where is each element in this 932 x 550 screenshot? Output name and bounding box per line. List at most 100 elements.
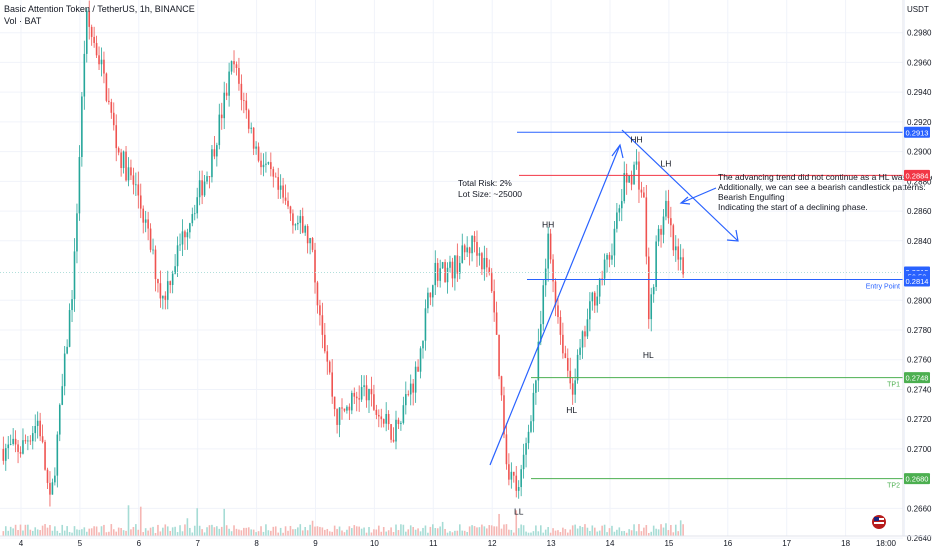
- candle-body: [355, 396, 358, 399]
- candle-body: [115, 125, 118, 149]
- volume-bar: [660, 524, 662, 536]
- candle-body: [508, 464, 510, 480]
- candle-body: [272, 169, 275, 177]
- flag-icon[interactable]: [872, 515, 886, 529]
- analysis-note-line2: Additionally, we can see a bearish candl…: [718, 182, 926, 192]
- candle-body: [405, 394, 407, 406]
- candle-body: [434, 262, 437, 286]
- analysis-note-line4: Indicating the start of a declining phas…: [718, 202, 868, 212]
- volume-bar: [122, 530, 125, 536]
- volume-bar: [483, 526, 486, 536]
- volume-bar: [395, 524, 397, 536]
- candle-body: [493, 291, 495, 313]
- volume-bar: [39, 530, 41, 536]
- candle-body: [660, 228, 662, 235]
- candle-body: [147, 219, 149, 229]
- volume-bar: [223, 508, 226, 536]
- candle-body: [667, 200, 670, 219]
- candle-body: [76, 213, 78, 252]
- candle-body: [353, 392, 356, 397]
- price-tick-label: 0.2920: [907, 118, 932, 127]
- volume-bar: [282, 532, 284, 536]
- price-tick-label: 0.2900: [907, 148, 932, 157]
- volume-bar: [311, 520, 314, 536]
- swing-labels: LL HH HL HH LH HL: [514, 135, 671, 517]
- trend-drawings[interactable]: [489, 129, 739, 466]
- horizontal-levels[interactable]: Entry Point TP1 TP2: [0, 131, 903, 490]
- time-tick-label: 18: [841, 539, 850, 548]
- volume-bar: [29, 529, 32, 536]
- volume-bar: [380, 531, 383, 536]
- candle-body: [238, 67, 240, 84]
- volume-bar: [530, 532, 532, 536]
- price-axis[interactable]: 0.29800.29600.29400.29200.29000.28800.28…: [907, 29, 932, 543]
- volume-bar: [319, 526, 321, 536]
- volume-bar: [31, 530, 34, 536]
- candle-body: [230, 61, 233, 72]
- candle-body: [7, 444, 10, 449]
- price-tick-label: 0.2720: [907, 415, 932, 424]
- candle-body: [132, 175, 135, 185]
- candle-body: [68, 310, 71, 347]
- volume-bar: [385, 531, 387, 536]
- volume-bar: [260, 526, 262, 536]
- volume-bar: [363, 527, 365, 536]
- candle-body: [539, 324, 542, 342]
- candle-body: [316, 282, 319, 306]
- volume-bar: [98, 532, 100, 536]
- candle-body: [297, 222, 299, 225]
- candle-body: [363, 385, 365, 388]
- candle-body: [473, 235, 476, 242]
- time-axis[interactable]: 4 5 6 7 8 9 10 11 12 13 14 15 16 17 18 18:00: [19, 539, 897, 548]
- volume-bar: [630, 530, 633, 536]
- volume-bar: [184, 524, 186, 536]
- candle-body: [19, 451, 22, 454]
- candle-body: [591, 292, 594, 302]
- volume-bar: [68, 532, 71, 536]
- candle-body: [593, 292, 596, 306]
- candle-body: [157, 279, 159, 284]
- candle-body: [515, 475, 518, 491]
- volume-bar: [348, 526, 351, 536]
- candle-body: [93, 36, 95, 43]
- candle-body: [179, 244, 181, 246]
- time-tick-label: 5: [78, 539, 83, 548]
- candle-body: [535, 380, 537, 393]
- volume-bar: [17, 530, 19, 536]
- volume-bar: [665, 523, 667, 536]
- candle-body: [186, 232, 189, 238]
- candle-body: [532, 392, 535, 422]
- candle-body: [235, 64, 238, 68]
- candle-body: [503, 395, 505, 435]
- volume-bar: [525, 531, 527, 536]
- volume-bar: [66, 526, 68, 536]
- candle-body: [83, 53, 86, 97]
- price-tick-label: 0.2660: [907, 504, 932, 513]
- volume-bar: [112, 529, 115, 536]
- time-tick-label: 4: [19, 539, 24, 548]
- candle-body: [4, 448, 7, 461]
- volume-bar: [360, 528, 363, 536]
- volume-bar: [576, 528, 579, 536]
- volume-bar: [309, 524, 311, 536]
- volume-bar: [579, 525, 581, 536]
- volume-bar: [429, 526, 432, 536]
- price-badge-label: 0.2884: [906, 171, 929, 180]
- candle-body: [481, 253, 483, 270]
- candle-body: [338, 407, 341, 425]
- candle-body: [142, 208, 145, 223]
- volume-bar: [265, 524, 267, 536]
- candle-body: [321, 315, 324, 335]
- volume-bar: [346, 529, 348, 536]
- volume-bar: [238, 529, 240, 536]
- candle-body: [552, 259, 554, 282]
- volume-bar: [83, 527, 86, 536]
- candle-body: [36, 420, 39, 426]
- candle-body: [360, 387, 363, 400]
- candle-body: [422, 340, 424, 349]
- candle-body: [417, 366, 419, 372]
- candle-body: [250, 127, 253, 129]
- candle-body: [616, 212, 618, 229]
- volume-bar: [292, 529, 294, 536]
